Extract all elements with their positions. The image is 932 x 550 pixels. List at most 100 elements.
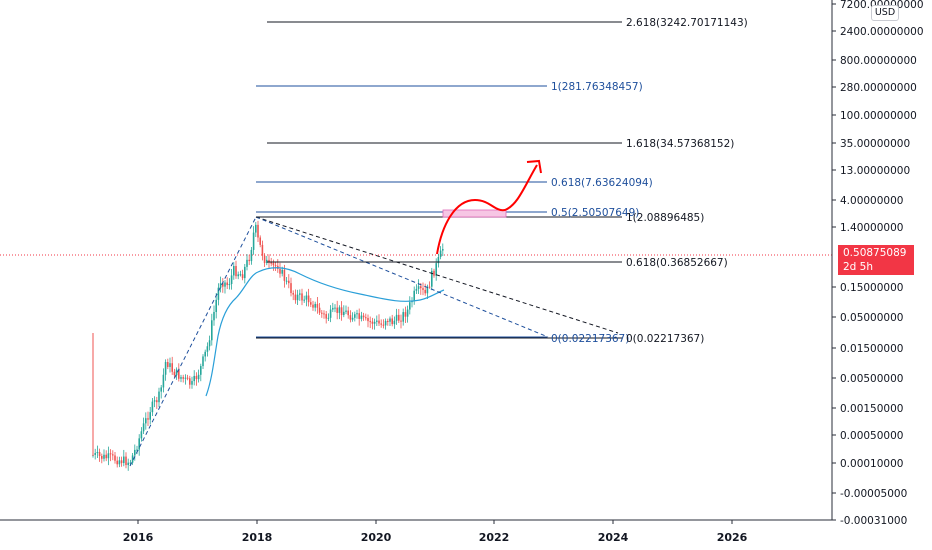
candle-body xyxy=(270,262,272,264)
y-tick-label: 35.00000000 xyxy=(840,138,910,150)
candle-body xyxy=(107,453,110,459)
candle-body xyxy=(334,307,336,309)
candle-body xyxy=(180,377,182,379)
fib-label-1-blue: 1(281.76348457) xyxy=(551,81,643,93)
projection-arrowhead xyxy=(526,159,542,174)
fib-label-0618-black: 0.618(0.36852667) xyxy=(626,257,728,269)
candle-body xyxy=(373,321,376,324)
candle-body xyxy=(314,303,316,308)
candle-body xyxy=(142,423,145,432)
candle-body xyxy=(387,320,389,322)
candle-body xyxy=(279,268,281,274)
candle-body xyxy=(222,283,224,287)
candle-body xyxy=(358,313,360,319)
candle-body xyxy=(213,311,215,321)
candle-body xyxy=(274,265,277,267)
y-tick-label: -0.00005000 xyxy=(840,488,907,500)
candle-body xyxy=(424,289,426,294)
candle-body xyxy=(415,288,418,291)
candle-body xyxy=(413,290,415,301)
candle-body xyxy=(191,381,193,385)
bar-countdown: 2d 5h xyxy=(843,261,874,273)
fib-label-0-blue: 0(0.02217367) xyxy=(551,333,629,345)
candle-body xyxy=(307,295,310,303)
candle-body xyxy=(105,454,107,459)
candle-body xyxy=(118,460,121,465)
candle-body xyxy=(389,318,391,322)
candle-body xyxy=(439,250,442,258)
candle-body xyxy=(351,317,354,320)
currency-selector[interactable]: USD xyxy=(871,5,899,21)
candle-body xyxy=(158,391,160,403)
candle-body xyxy=(354,314,356,318)
candle-body xyxy=(134,449,136,456)
y-tick-label: 0.00500000 xyxy=(840,373,903,385)
fib-label-05-blue: 0.5(2.50507649) xyxy=(551,207,639,219)
candlestick-series xyxy=(92,220,444,471)
candle-body xyxy=(382,324,385,326)
candle-body xyxy=(431,270,433,287)
candle-body xyxy=(189,378,191,385)
candle-body xyxy=(169,363,171,367)
x-tick-label: 2022 xyxy=(479,531,510,544)
candle-body xyxy=(347,310,349,316)
x-tick-label: 2020 xyxy=(361,531,392,544)
candle-body xyxy=(114,455,116,461)
y-tick-label: 1.40000000 xyxy=(840,222,903,234)
y-axis-ticks: 7200.000000002400.00000000800.0000000028… xyxy=(832,0,924,527)
candle-body xyxy=(226,282,228,286)
candle-body xyxy=(409,302,411,310)
candle-body xyxy=(171,363,173,372)
candle-body xyxy=(167,362,169,367)
candle-body xyxy=(318,307,321,313)
candle-body xyxy=(206,346,209,352)
candle-body xyxy=(228,284,231,286)
x-axis-ticks: 2016 2018 2020 2022 2024 2026 xyxy=(123,520,748,544)
candle-body xyxy=(343,311,345,316)
candle-body xyxy=(129,462,132,464)
candle-body xyxy=(281,269,283,274)
fib-label-1618: 1.618(34.57368152) xyxy=(626,138,734,150)
trendline-dashed-black xyxy=(255,216,619,334)
candle-body xyxy=(321,312,323,314)
candle-body xyxy=(369,321,371,323)
candle-body xyxy=(303,299,305,301)
trendline-dashed-blue xyxy=(255,216,549,338)
candle-body xyxy=(398,314,400,321)
candle-body xyxy=(98,452,101,456)
candle-body xyxy=(131,455,134,463)
candle-body xyxy=(435,263,437,276)
candle-body xyxy=(376,320,378,322)
candle-body xyxy=(393,320,396,325)
y-tick-label: 0.05000000 xyxy=(840,312,903,324)
candle-body xyxy=(406,309,409,317)
y-tick-label: 800.00000000 xyxy=(840,55,917,67)
y-tick-label: -0.00031000 xyxy=(840,515,907,527)
y-tick-label: 0.00150000 xyxy=(840,403,903,415)
candle-body xyxy=(182,377,184,379)
candle-body xyxy=(215,299,217,312)
candle-body xyxy=(125,456,127,466)
candle-body xyxy=(173,371,176,376)
candle-body xyxy=(101,455,103,459)
y-tick-label: 13.00000000 xyxy=(840,165,910,177)
candle-body xyxy=(420,286,422,289)
candle-body xyxy=(162,374,165,388)
candle-body xyxy=(204,351,206,357)
candle-body xyxy=(186,377,189,379)
candle-body xyxy=(395,314,398,321)
candle-body xyxy=(123,456,125,464)
y-tick-label: 0.01500000 xyxy=(840,343,903,355)
candle-body xyxy=(367,318,369,322)
x-tick-label: 2018 xyxy=(242,531,273,544)
candle-body xyxy=(349,315,352,320)
candle-body xyxy=(391,318,393,325)
candle-body xyxy=(208,340,211,347)
candle-body xyxy=(255,224,257,233)
candle-body xyxy=(283,269,286,281)
candle-body xyxy=(338,307,341,313)
candle-body xyxy=(288,280,290,284)
fib-label-2618: 2.618(3242.70171143) xyxy=(626,17,748,29)
fib-label-0-black: 0(0.02217367) xyxy=(626,333,704,345)
